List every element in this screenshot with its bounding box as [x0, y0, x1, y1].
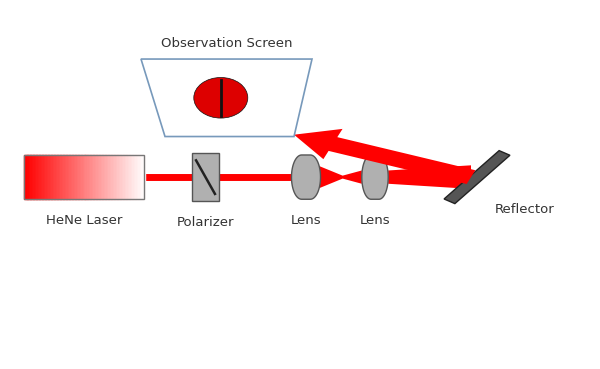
Text: Observation Screen: Observation Screen — [161, 37, 292, 50]
Bar — [83, 155, 85, 199]
Bar — [60, 155, 62, 199]
Bar — [56, 155, 58, 199]
Text: HeNe Laser: HeNe Laser — [46, 214, 122, 227]
Polygon shape — [444, 151, 510, 204]
Bar — [42, 155, 44, 199]
Polygon shape — [141, 59, 312, 137]
Bar — [114, 155, 116, 199]
Bar — [141, 155, 143, 199]
Bar — [69, 155, 71, 199]
Bar — [139, 155, 142, 199]
Bar — [65, 155, 67, 199]
Bar — [54, 155, 56, 199]
Bar — [128, 155, 130, 199]
Bar — [95, 155, 97, 199]
Bar — [45, 155, 47, 199]
Bar — [24, 155, 144, 199]
Bar — [125, 155, 127, 199]
Bar — [26, 155, 28, 199]
Bar — [119, 155, 121, 199]
Bar — [81, 155, 83, 199]
Bar — [117, 155, 119, 199]
Bar — [30, 155, 32, 199]
Bar — [44, 155, 46, 199]
Bar — [57, 155, 59, 199]
Bar — [41, 155, 43, 199]
Bar — [131, 155, 133, 199]
Bar — [47, 155, 49, 199]
Bar — [27, 155, 29, 199]
Bar — [91, 155, 94, 199]
Bar — [120, 155, 122, 199]
Text: Reflector: Reflector — [495, 203, 555, 216]
Bar — [115, 155, 118, 199]
Bar — [101, 155, 103, 199]
Bar — [63, 155, 65, 199]
Bar — [133, 155, 136, 199]
Bar — [29, 155, 31, 199]
Bar — [84, 155, 86, 199]
Bar — [97, 155, 100, 199]
Bar — [36, 155, 38, 199]
Bar — [138, 155, 140, 199]
Text: Lens: Lens — [290, 214, 322, 227]
Bar — [71, 155, 73, 199]
Bar — [75, 155, 77, 199]
Bar — [77, 155, 79, 199]
Bar — [104, 155, 106, 199]
Polygon shape — [319, 166, 362, 188]
Bar — [32, 155, 34, 199]
Bar — [35, 155, 37, 199]
Bar — [108, 155, 110, 199]
Bar — [37, 155, 40, 199]
Ellipse shape — [194, 77, 248, 118]
Bar — [102, 155, 104, 199]
Bar — [96, 155, 98, 199]
Polygon shape — [362, 155, 388, 199]
Bar — [137, 155, 139, 199]
Polygon shape — [388, 165, 471, 189]
Bar — [192, 153, 219, 201]
Bar — [110, 155, 112, 199]
Bar — [72, 155, 74, 199]
Bar — [79, 155, 82, 199]
Bar — [74, 155, 76, 199]
Bar — [126, 155, 128, 199]
Bar — [93, 155, 95, 199]
Text: Polarizer: Polarizer — [177, 216, 234, 229]
Bar — [107, 155, 109, 199]
Bar — [33, 155, 35, 199]
Bar — [48, 155, 50, 199]
Bar — [111, 155, 113, 199]
Bar — [129, 155, 131, 199]
Polygon shape — [294, 129, 475, 184]
Bar — [87, 155, 89, 199]
Bar — [135, 155, 137, 199]
Bar — [24, 155, 26, 199]
Bar — [113, 155, 115, 199]
Bar — [53, 155, 55, 199]
Bar — [99, 155, 101, 199]
Polygon shape — [292, 155, 320, 199]
Bar — [62, 155, 64, 199]
Bar — [85, 155, 88, 199]
Bar — [39, 155, 41, 199]
Bar — [66, 155, 68, 199]
Bar — [105, 155, 107, 199]
Bar — [67, 155, 70, 199]
Bar — [123, 155, 125, 199]
Bar — [59, 155, 61, 199]
Text: Lens: Lens — [359, 214, 391, 227]
Bar — [89, 155, 91, 199]
Bar — [90, 155, 92, 199]
Bar — [143, 155, 145, 199]
Bar — [51, 155, 53, 199]
Bar — [78, 155, 80, 199]
Bar — [132, 155, 134, 199]
Bar — [122, 155, 124, 199]
Bar — [49, 155, 52, 199]
